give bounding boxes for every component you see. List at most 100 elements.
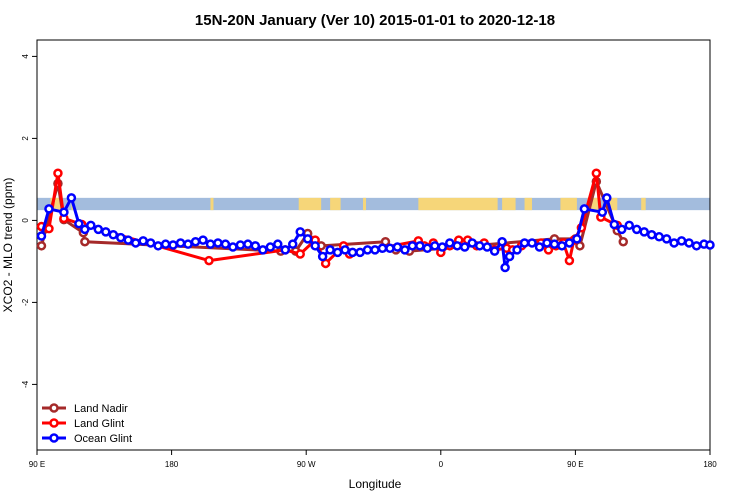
data-point: [265, 242, 276, 252]
data-point: [280, 245, 291, 255]
data-point: [53, 168, 63, 178]
data-point: [190, 236, 201, 247]
data-point: [36, 231, 47, 241]
data-point: [459, 242, 470, 252]
data-point: [235, 240, 246, 250]
data-point: [452, 241, 463, 251]
data-point: [669, 238, 679, 248]
data-point: [705, 240, 715, 250]
legend: Land Nadir Land Glint Ocean Glint: [42, 403, 132, 445]
data-point: [639, 227, 649, 237]
data-point: [123, 235, 133, 245]
data-point: [332, 247, 343, 258]
data-point: [220, 239, 231, 249]
legend-label: Land Glint: [74, 418, 124, 430]
data-point: [445, 238, 455, 248]
data-point: [80, 236, 90, 247]
map-land: [330, 197, 341, 211]
data-point: [66, 193, 77, 203]
data-point: [273, 239, 283, 249]
data-point: [325, 245, 335, 255]
legend-marker: [49, 403, 59, 413]
map-land: [524, 197, 533, 211]
data-point: [519, 238, 530, 248]
map-land: [560, 197, 577, 211]
data-point: [385, 243, 395, 254]
tick-layer: 90 E 180 90 W 0 90 E 180 -4 -2 0 2 4: [21, 54, 717, 469]
data-point: [557, 241, 567, 251]
data-point: [617, 224, 627, 235]
data-point: [512, 245, 522, 255]
data-point: [646, 230, 657, 240]
data-point: [86, 220, 96, 231]
data-point: [609, 219, 620, 230]
data-point: [430, 241, 440, 251]
data-point: [527, 238, 537, 248]
data-point: [317, 251, 328, 262]
data-point: [676, 236, 687, 246]
data-point: [415, 241, 425, 251]
data-point: [287, 239, 298, 249]
x-tick-label: 90 E: [567, 460, 583, 469]
data-point: [198, 235, 208, 245]
data-point: [422, 243, 433, 254]
y-tick-label: 0: [21, 218, 30, 223]
legend-label: Ocean Glint: [74, 433, 132, 445]
data-point: [355, 247, 365, 258]
data-point: [340, 245, 350, 255]
map-land: [363, 197, 367, 211]
data-point: [302, 234, 313, 244]
data-point: [250, 241, 261, 251]
map-ocean: [37, 197, 710, 211]
series-layer: [36, 168, 715, 273]
map-band: [37, 197, 710, 211]
data-point: [572, 234, 582, 244]
data-point: [183, 239, 193, 249]
data-point: [93, 224, 104, 235]
data-point: [624, 220, 634, 231]
data-point: [116, 232, 126, 243]
data-point: [504, 251, 515, 262]
data-point: [400, 245, 410, 255]
data-point: [153, 241, 163, 251]
data-point: [618, 236, 629, 247]
map-land: [418, 197, 498, 211]
data-point: [392, 242, 403, 252]
data-point: [295, 227, 305, 237]
data-point: [44, 204, 54, 214]
data-point: [347, 247, 358, 258]
data-point: [661, 234, 672, 244]
data-point: [564, 255, 575, 266]
legend-label: Land Nadir: [74, 403, 128, 415]
series-ocean-glint: [36, 193, 715, 273]
data-point: [258, 245, 268, 255]
data-point: [482, 242, 492, 252]
y-tick-label: 4: [21, 54, 30, 59]
chart-title: 15N-20N January (Ver 10) 2015-01-01 to 2…: [195, 12, 555, 29]
data-point: [74, 218, 84, 229]
data-point: [654, 232, 664, 242]
y-tick-label: 2: [21, 136, 30, 141]
data-point: [36, 241, 47, 251]
x-tick-label: 180: [703, 460, 717, 469]
data-point: [80, 224, 90, 235]
x-tick-label: 0: [439, 460, 444, 469]
data-point: [467, 238, 477, 248]
data-point: [474, 241, 485, 251]
data-point: [684, 238, 694, 248]
x-tick-label: 180: [165, 460, 179, 469]
data-point: [205, 239, 216, 249]
map-land: [641, 197, 646, 211]
data-point: [101, 227, 111, 237]
data-point: [243, 239, 253, 249]
data-point: [437, 242, 448, 252]
legend-marker: [49, 418, 59, 428]
data-point: [542, 238, 552, 248]
data-point: [489, 246, 500, 256]
x-tick-label: 90 W: [297, 460, 316, 469]
data-point: [631, 224, 642, 235]
data-point: [213, 238, 223, 248]
data-point: [500, 262, 510, 273]
data-point: [602, 193, 612, 203]
